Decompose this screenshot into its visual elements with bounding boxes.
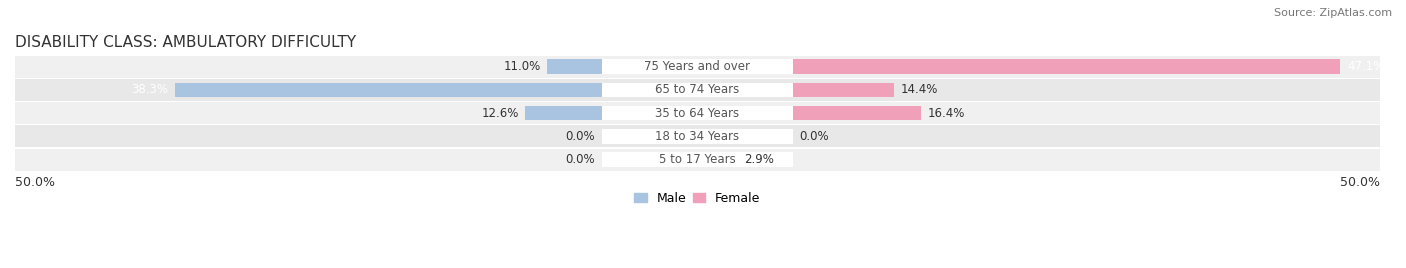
Text: 35 to 64 Years: 35 to 64 Years [655,107,740,120]
Text: 0.0%: 0.0% [565,130,595,143]
Text: 75 Years and over: 75 Years and over [644,60,751,73]
Bar [602,83,793,97]
Bar [602,152,793,167]
Legend: Male, Female: Male, Female [630,187,766,210]
Bar [697,59,1340,74]
Bar [15,79,1379,101]
Text: 0.0%: 0.0% [565,153,595,166]
Text: 47.1%: 47.1% [1347,60,1385,73]
Text: 65 to 74 Years: 65 to 74 Years [655,83,740,96]
Text: 38.3%: 38.3% [131,83,167,96]
Bar [697,152,737,167]
Bar [174,83,697,97]
Bar [15,149,1379,171]
Text: 50.0%: 50.0% [1340,176,1379,189]
Text: 50.0%: 50.0% [15,176,55,189]
Bar [602,129,793,144]
Text: 11.0%: 11.0% [503,60,540,73]
Bar [602,106,793,120]
Text: 5 to 17 Years: 5 to 17 Years [659,153,735,166]
Text: Source: ZipAtlas.com: Source: ZipAtlas.com [1274,8,1392,18]
Text: 14.4%: 14.4% [901,83,938,96]
Bar [697,83,894,97]
Bar [15,125,1379,147]
Text: 18 to 34 Years: 18 to 34 Years [655,130,740,143]
Text: DISABILITY CLASS: AMBULATORY DIFFICULTY: DISABILITY CLASS: AMBULATORY DIFFICULTY [15,35,356,50]
Text: 0.0%: 0.0% [800,130,830,143]
Text: 16.4%: 16.4% [928,107,966,120]
Bar [15,102,1379,124]
Bar [602,59,793,74]
Text: 12.6%: 12.6% [481,107,519,120]
Bar [547,59,697,74]
Bar [15,56,1379,78]
Text: 2.9%: 2.9% [744,153,773,166]
Bar [697,106,921,120]
Bar [526,106,697,120]
